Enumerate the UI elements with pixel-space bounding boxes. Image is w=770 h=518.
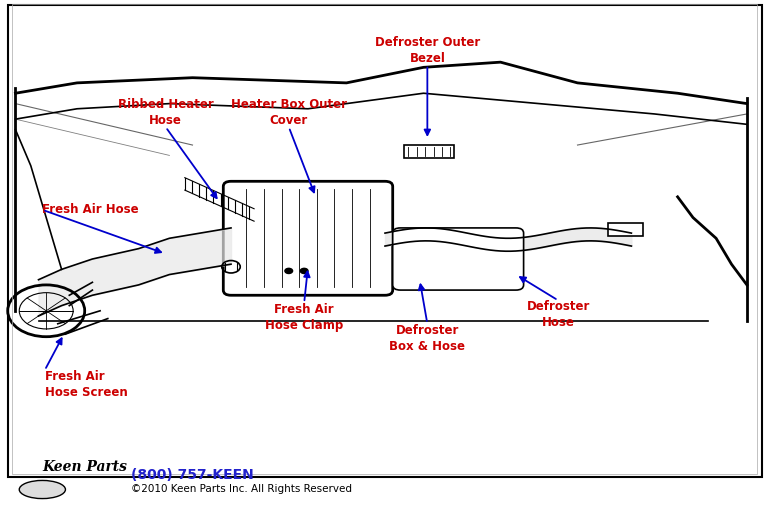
Text: (800) 757-KEEN: (800) 757-KEEN — [131, 468, 253, 482]
FancyBboxPatch shape — [8, 5, 762, 477]
Text: Defroster
Hose: Defroster Hose — [527, 300, 590, 329]
FancyBboxPatch shape — [223, 181, 393, 295]
Text: Fresh Air
Hose Clamp: Fresh Air Hose Clamp — [265, 303, 343, 332]
Circle shape — [285, 268, 293, 274]
Ellipse shape — [19, 481, 65, 498]
Text: Defroster
Box & Hose: Defroster Box & Hose — [390, 324, 465, 353]
Text: ©2010 Keen Parts Inc. All Rights Reserved: ©2010 Keen Parts Inc. All Rights Reserve… — [131, 484, 352, 494]
Text: Defroster Outer
Bezel: Defroster Outer Bezel — [375, 36, 480, 65]
Text: Keen Parts: Keen Parts — [42, 461, 127, 474]
Text: Fresh Air
Hose Screen: Fresh Air Hose Screen — [45, 370, 127, 399]
Text: Ribbed Heater
Hose: Ribbed Heater Hose — [118, 98, 213, 127]
Bar — [608, 223, 643, 236]
Text: Heater Box Outer
Cover: Heater Box Outer Cover — [231, 98, 346, 127]
Bar — [404, 145, 454, 158]
FancyBboxPatch shape — [393, 228, 524, 290]
Text: Fresh Air Hose: Fresh Air Hose — [42, 203, 139, 217]
Circle shape — [300, 268, 308, 274]
